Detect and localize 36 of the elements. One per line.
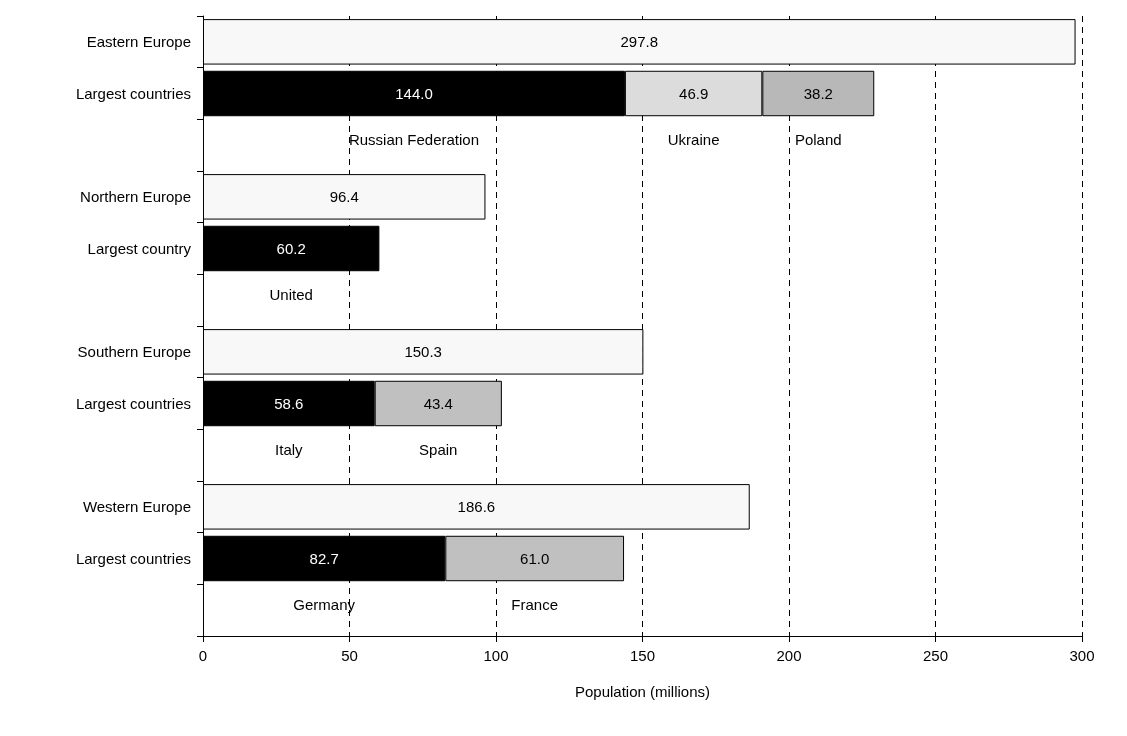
y-tick-label: Largest countries — [75, 85, 191, 102]
x-tick-label: 150 — [629, 647, 656, 664]
annotation: Ukraine — [667, 130, 720, 148]
annotation: Germany — [293, 595, 356, 613]
annotation: Spain — [419, 440, 458, 458]
y-tick-label: Largest country — [87, 240, 192, 257]
data-label: 150.3 — [404, 343, 442, 361]
data-label: 43.4 — [423, 395, 453, 412]
annotation: Poland — [794, 130, 842, 148]
data-label: 144.0 — [395, 85, 433, 102]
data-label: 96.4 — [329, 188, 359, 206]
data-label: 38.2 — [803, 85, 833, 102]
data-label: 58.6 — [274, 395, 304, 412]
annotation: Italy — [275, 440, 304, 458]
data-label: 60.2 — [276, 240, 306, 257]
x-tick-label: 50 — [341, 647, 358, 664]
x-tick-label: 200 — [776, 647, 802, 664]
annotation: France — [511, 595, 559, 613]
y-tick-label: Southern Europe — [77, 343, 191, 361]
y-tick-label: Northern Europe — [80, 188, 191, 206]
y-tick-label: Eastern Europe — [86, 33, 191, 51]
y-tick-label: Largest countries — [75, 550, 191, 567]
data-label: 46.9 — [679, 85, 709, 102]
x-tick-label: 100 — [483, 647, 509, 664]
x-axis-title: Population (millions) — [574, 683, 711, 700]
x-tick-label: 250 — [922, 647, 949, 664]
data-label: 297.8 — [620, 33, 659, 51]
data-label: 186.6 — [457, 498, 496, 516]
annotation: Russian Federation — [348, 130, 479, 148]
annotation: United — [269, 285, 313, 303]
x-tick-label: 0 — [198, 647, 208, 664]
data-label: 61.0 — [520, 550, 550, 567]
data-label: 82.7 — [309, 550, 339, 567]
y-tick-label: Western Europe — [82, 498, 191, 516]
y-tick-label: Largest countries — [75, 395, 191, 412]
x-tick-label: 300 — [1069, 647, 1095, 664]
